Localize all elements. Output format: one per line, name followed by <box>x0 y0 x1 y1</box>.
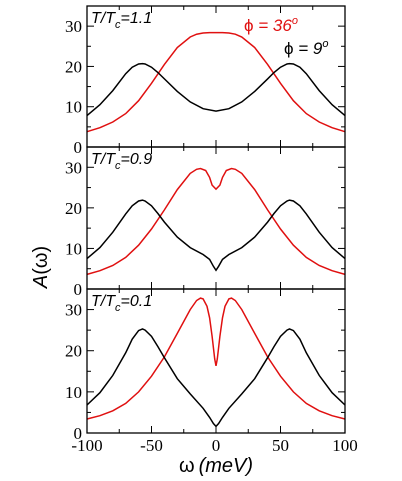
panel-2-series-black <box>86 199 346 272</box>
panel-1-label: T/Tc=1.1 <box>91 10 152 31</box>
legend-red-sup: o <box>292 15 298 27</box>
y-tick-label: 30 <box>65 158 82 177</box>
x-axis-title-unit: (meV) <box>199 455 253 477</box>
panel-3-frame <box>86 288 346 434</box>
panel-1-frame <box>86 5 346 148</box>
legend-red-symbol: ϕ <box>244 16 254 35</box>
legend-black-symbol: ϕ <box>284 39 294 58</box>
legend-red: ϕ = 36o <box>244 15 298 35</box>
x-tick-label: 0 <box>212 436 221 455</box>
panel-3-label: T/Tc=0.1 <box>91 293 152 314</box>
y-tick-label: 30 <box>65 301 82 320</box>
y-tick-label: 0 <box>74 280 83 299</box>
panel-3: 0 10 20 30 T/Tc=0.1 <box>65 288 346 443</box>
y-tick-label: 10 <box>65 239 82 258</box>
panel-2-label: T/Tc=0.9 <box>91 151 152 172</box>
panel-3-series-red <box>86 297 346 420</box>
x-axis-title: ω (meV) <box>179 455 253 477</box>
legend-black: ϕ = 9o <box>284 38 329 58</box>
x-tick-labels: -100 -50 0 50 100 <box>71 436 357 455</box>
x-tick-label: 100 <box>332 436 358 455</box>
panel-3-series-black <box>86 328 346 428</box>
y-tick-label: 20 <box>65 57 82 76</box>
legend-red-eq: = <box>254 16 273 35</box>
legend-black-value: 9 <box>313 39 323 58</box>
panel-1: 0 10 20 30 T/Tc=1.1 <box>65 5 346 157</box>
panel-1-series-black <box>86 62 346 117</box>
panels: 0 10 20 30 T/Tc=1.1 0 10 20 30 T/Tc=0.9 0 10 20 30 T/T… <box>65 5 358 455</box>
x-tick-label: -50 <box>140 436 163 455</box>
panel-1-series-red <box>86 31 346 133</box>
y-tick-label: 0 <box>74 138 83 157</box>
legend-black-sup: o <box>322 38 328 50</box>
y-axis-title-symbol: A <box>30 275 52 289</box>
y-tick-label: 0 <box>74 424 83 443</box>
y-tick-label: 10 <box>65 383 82 402</box>
y-axis-title: A(ω) <box>30 246 52 289</box>
legend-black-eq: = <box>294 39 313 58</box>
y-tick-label: 10 <box>65 98 82 117</box>
y-tick-label: 20 <box>65 199 82 218</box>
y-tick-label: 20 <box>65 342 82 361</box>
panel-2-series-red <box>86 167 346 276</box>
panel-2-frame <box>86 146 346 290</box>
y-tick-label: 30 <box>65 17 82 36</box>
legend-red-value: 36 <box>273 16 292 35</box>
x-tick-label: 50 <box>272 436 289 455</box>
x-axis-title-symbol: ω <box>179 455 195 477</box>
y-axis-title-argument: (ω) <box>30 246 52 275</box>
panel-2: 0 10 20 30 T/Tc=0.9 <box>65 146 346 299</box>
x-tick-label: -100 <box>71 436 102 455</box>
